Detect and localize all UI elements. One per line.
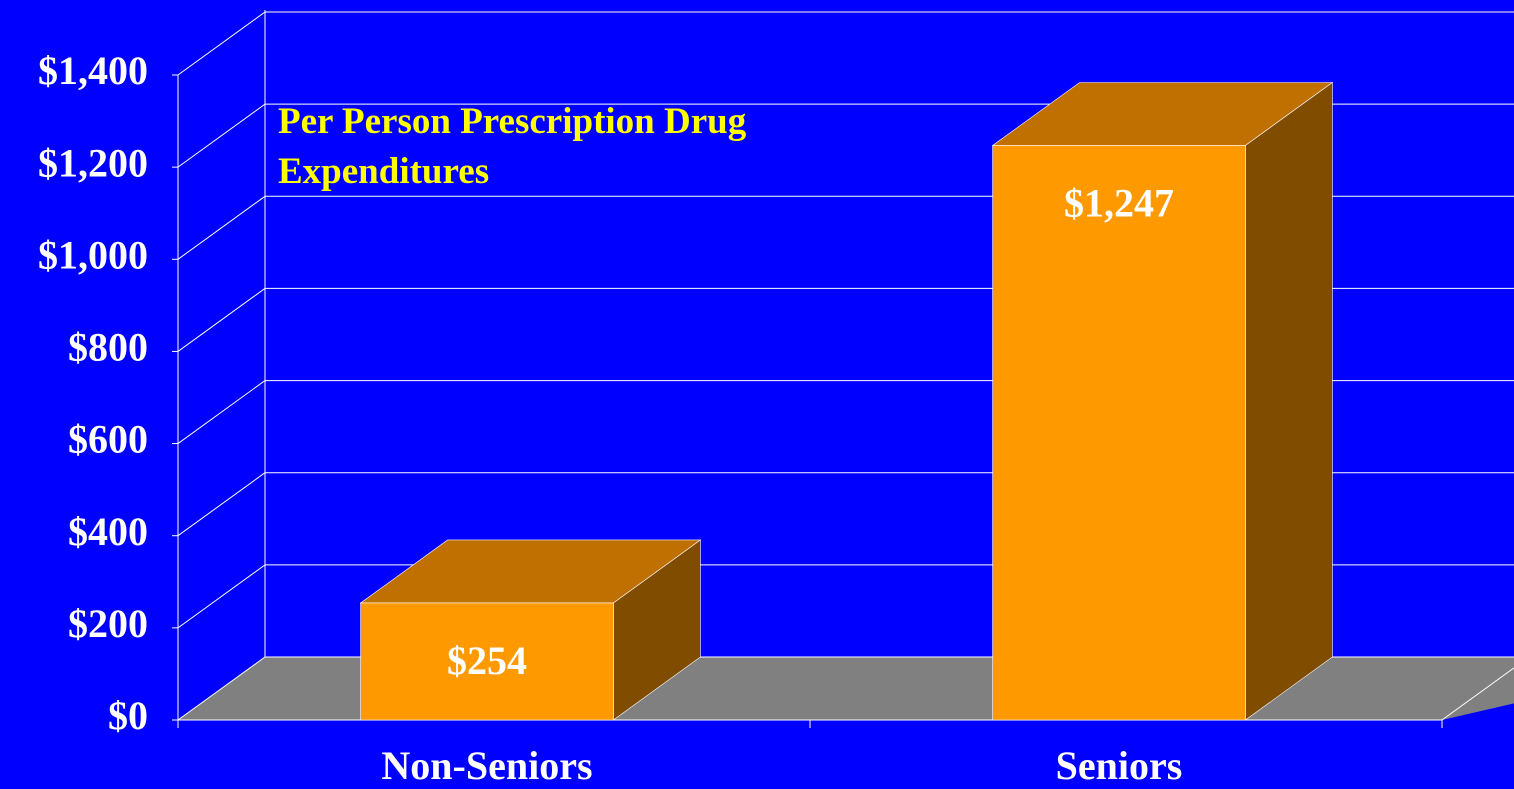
grid-line [177,564,266,629]
grid-line [177,11,266,76]
floor-edge [1441,667,1514,721]
y-tick-label: $200 [68,601,148,646]
y-tick-label: $400 [68,509,148,554]
grid-line [177,103,266,168]
chart-title: Per Person Prescription Drug Expenditure… [278,101,747,192]
grid-line [177,380,266,444]
y-tick-label: $600 [68,417,148,462]
y-tick-label: $1,200 [38,140,148,185]
y-tick-label: $800 [68,325,148,370]
grid-line [177,195,266,260]
grid-line [177,656,266,721]
x-tick-label: Seniors [1056,743,1183,788]
y-tick-label: $1,400 [38,48,148,93]
bar [360,602,614,721]
x-tick-label: Non-Seniors [381,743,592,788]
y-tick-label: $1,000 [38,232,148,277]
bar [992,145,1246,721]
value-label: $1,247 [1064,181,1174,226]
grid-line [177,472,266,537]
y-tick-label: $0 [108,693,148,738]
bar-side [1245,81,1333,721]
value-label: $254 [447,638,527,683]
grid-line [177,288,266,352]
